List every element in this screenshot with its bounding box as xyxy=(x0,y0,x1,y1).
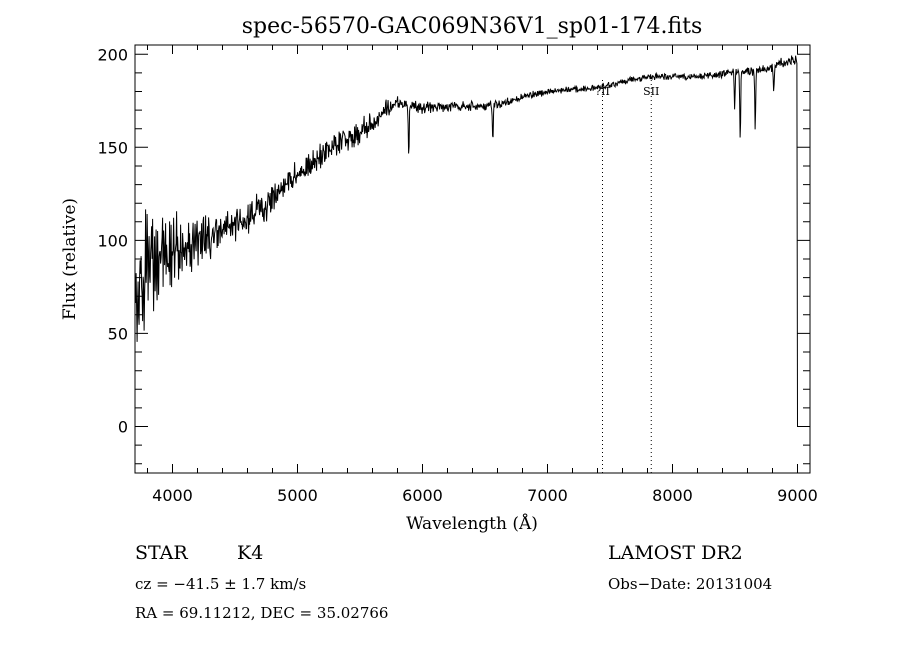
y-tick-label: 200 xyxy=(97,45,128,64)
observation-date: Obs−Date: 20131004 xyxy=(608,575,773,593)
y-tick-labels: 0 50 100 150 200 xyxy=(97,45,128,436)
redshift-cz: cz = −41.5 ± 1.7 km/s xyxy=(135,575,307,593)
coordinates: RA = 69.11212, DEC = 35.02766 xyxy=(135,604,389,622)
x-tick-label: 5000 xyxy=(277,486,318,505)
spectrum-line xyxy=(135,55,798,427)
y-tick-label: 50 xyxy=(108,324,128,343)
x-tick-label: 7000 xyxy=(527,486,568,505)
x-axis-label: Wavelength (Å) xyxy=(406,513,538,534)
chart-title: spec-56570-GAC069N36V1_sp01-174.fits xyxy=(242,14,703,39)
axis-ticks xyxy=(135,45,810,473)
line-markers: ?II SII xyxy=(595,80,659,473)
x-tick-label: 6000 xyxy=(402,486,443,505)
tick-marks xyxy=(135,45,810,473)
marker-label: SII xyxy=(643,85,659,98)
object-subclass: K4 xyxy=(237,542,264,564)
marker-label: ?II xyxy=(595,85,610,98)
x-tick-label: 9000 xyxy=(777,486,818,505)
y-tick-label: 0 xyxy=(118,417,128,436)
y-tick-label: 100 xyxy=(97,231,128,250)
plot-frame xyxy=(134,44,811,474)
y-tick-label: 150 xyxy=(97,138,128,157)
x-tick-labels: 4000 5000 6000 7000 8000 9000 xyxy=(152,486,818,505)
object-class: STAR xyxy=(135,542,188,564)
y-axis-label: Flux (relative) xyxy=(60,198,80,320)
x-tick-label: 4000 xyxy=(152,486,193,505)
survey-name: LAMOST DR2 xyxy=(608,542,743,564)
x-tick-label: 8000 xyxy=(652,486,693,505)
